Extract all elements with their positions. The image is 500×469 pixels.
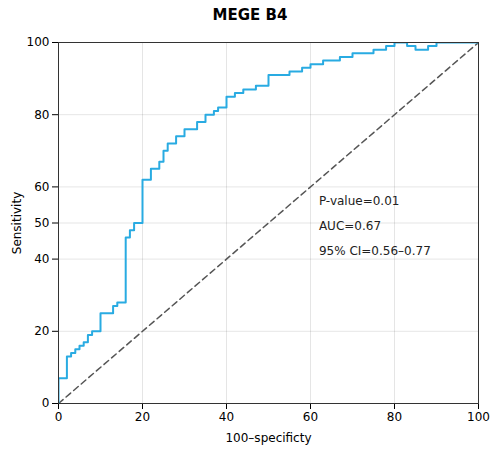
svg-text:60: 60: [303, 410, 318, 424]
svg-text:0: 0: [42, 396, 50, 410]
svg-text:60: 60: [34, 180, 49, 194]
svg-text:Sensitivity: Sensitivity: [10, 192, 24, 254]
svg-text:80: 80: [387, 410, 402, 424]
svg-text:AUC=0.67: AUC=0.67: [319, 219, 381, 233]
svg-text:40: 40: [34, 252, 49, 266]
svg-text:95% CI=0.56–0.77: 95% CI=0.56–0.77: [319, 244, 431, 258]
svg-text:100: 100: [27, 35, 50, 49]
svg-text:0: 0: [55, 410, 63, 424]
svg-text:100–specificty: 100–specificty: [225, 431, 311, 445]
html-text:MEGE B4: MEGE B4: [212, 6, 288, 24]
svg-text:100: 100: [467, 410, 490, 424]
svg-text:P-value=0.01: P-value=0.01: [319, 194, 400, 208]
svg-text:50: 50: [34, 216, 49, 230]
svg-text:20: 20: [135, 410, 150, 424]
svg-text:40: 40: [219, 410, 234, 424]
svg-text:20: 20: [34, 324, 49, 338]
svg-text:80: 80: [34, 108, 49, 122]
